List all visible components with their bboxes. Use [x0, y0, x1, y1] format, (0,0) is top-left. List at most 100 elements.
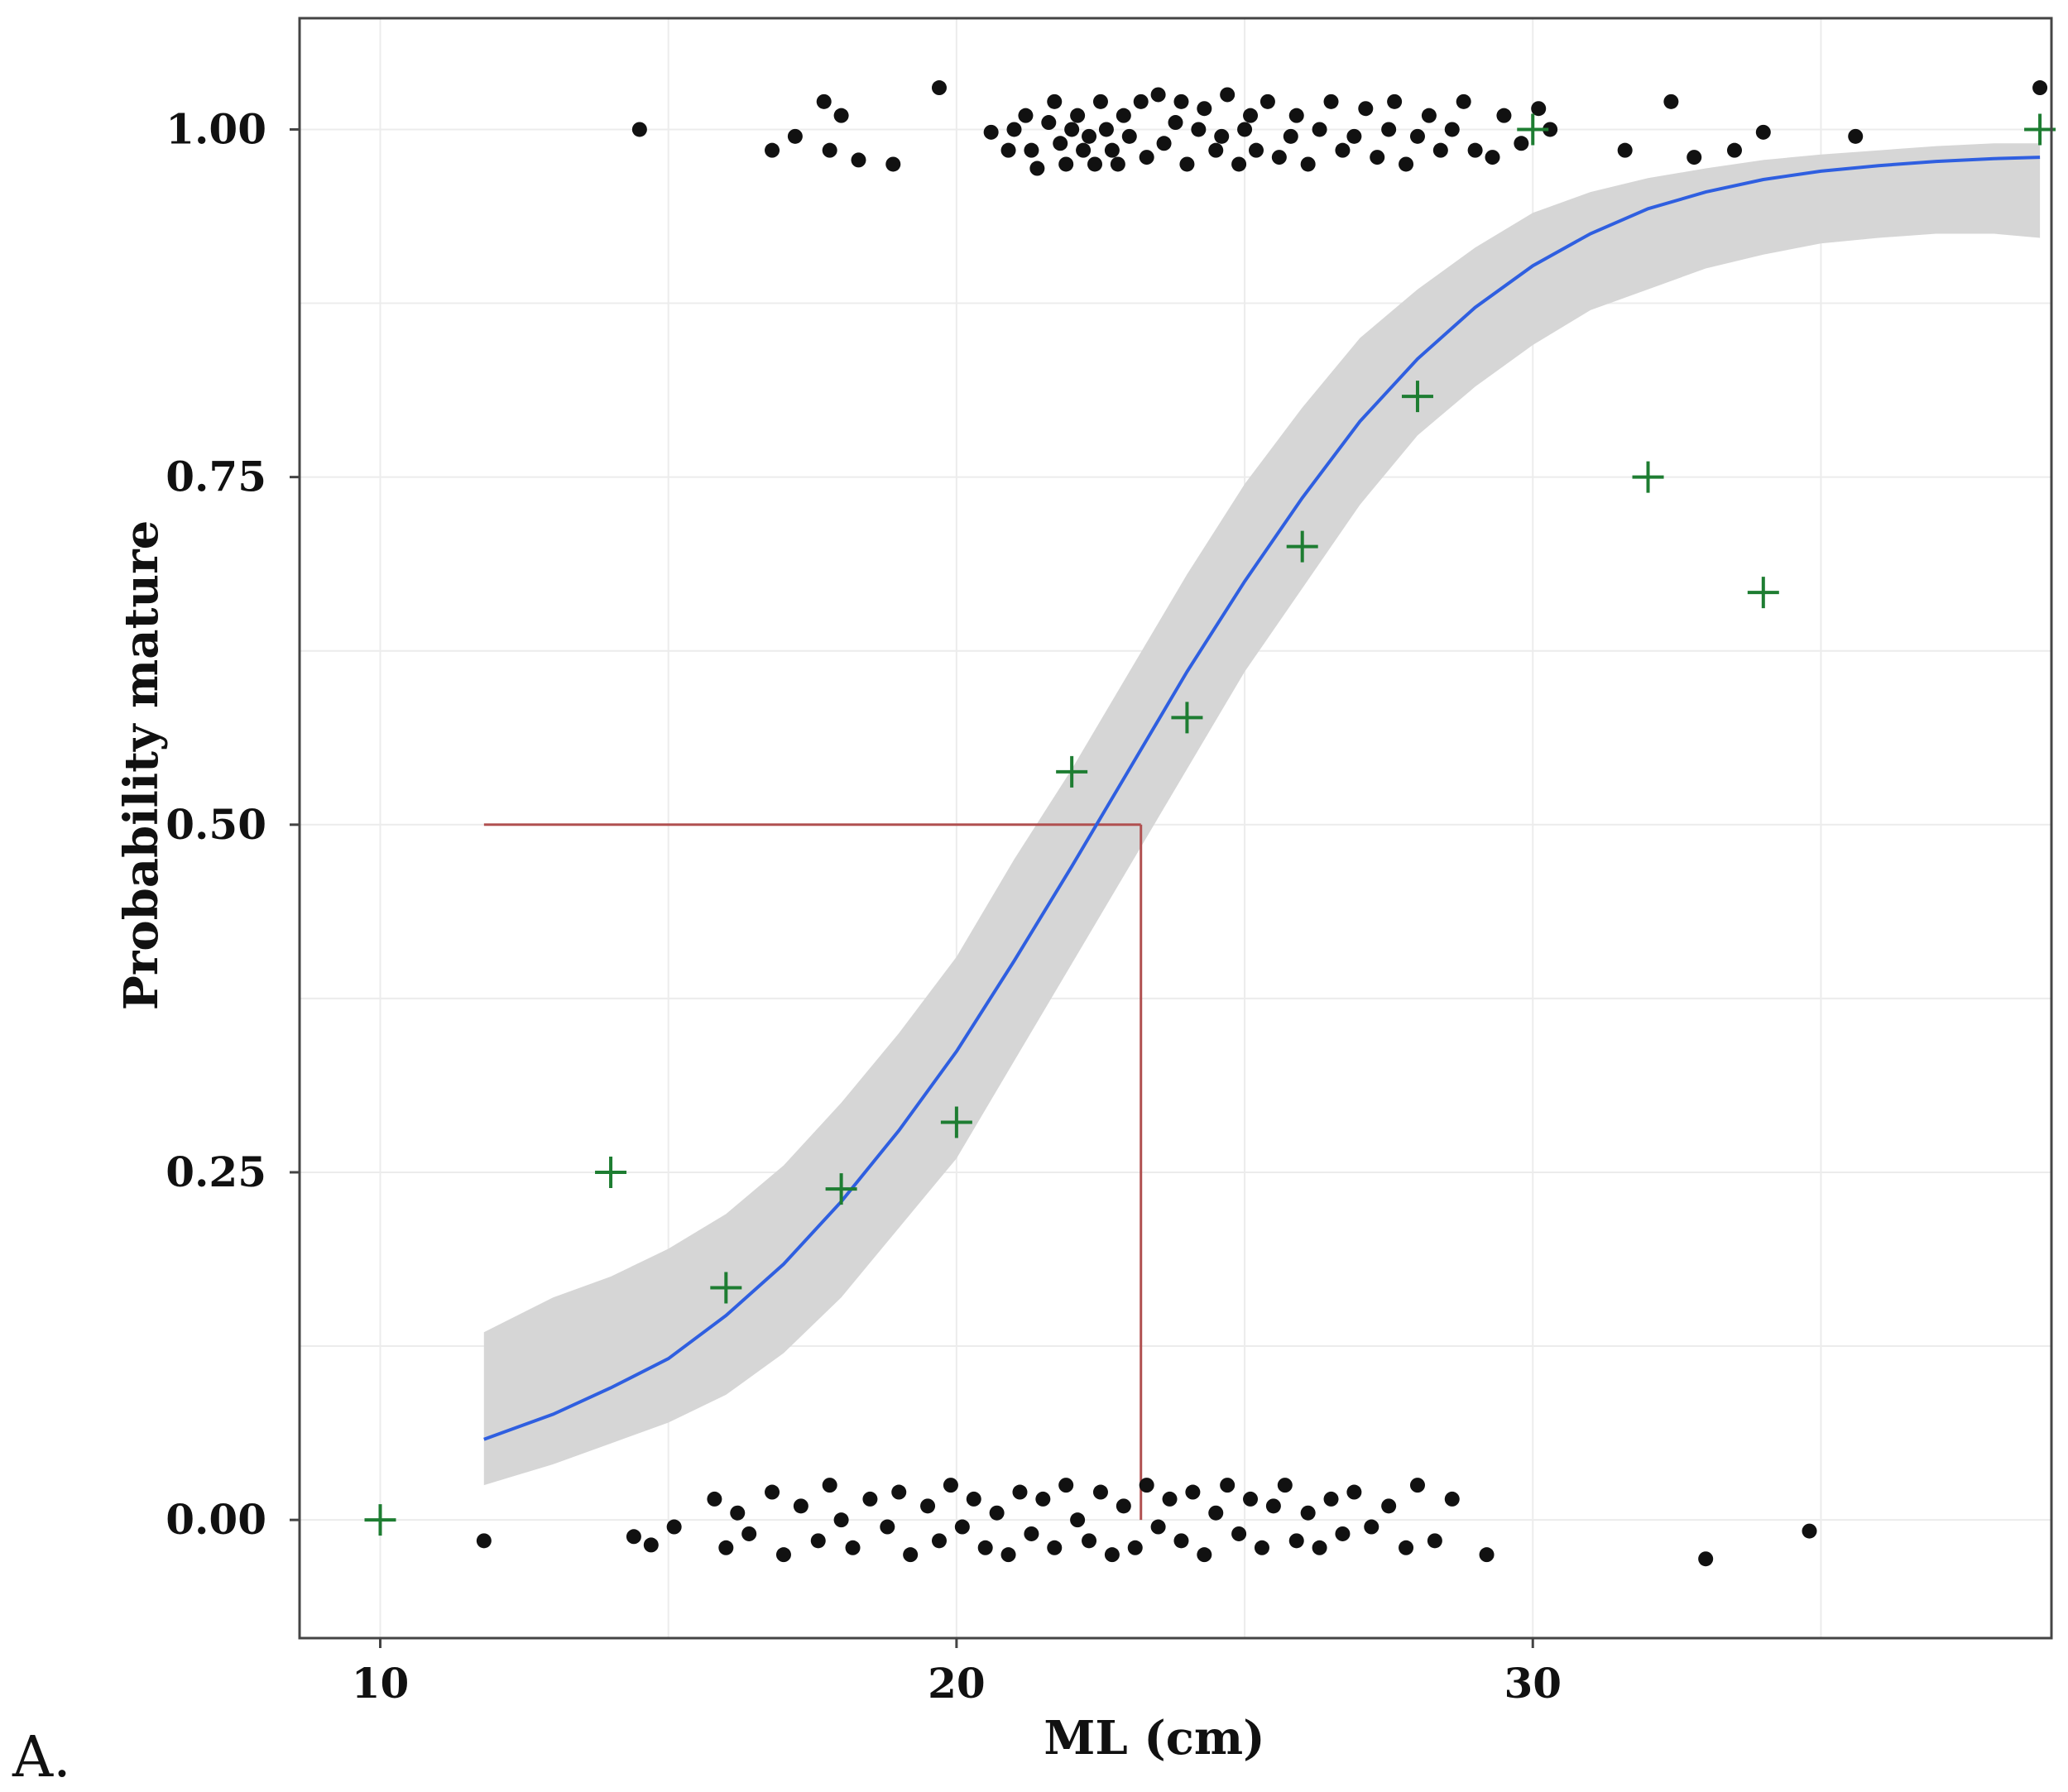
mature-point — [1726, 142, 1742, 158]
immature-point — [810, 1533, 826, 1549]
immature-point — [718, 1540, 734, 1555]
mature-point — [1323, 93, 1339, 109]
mature-point — [1098, 122, 1114, 137]
immature-point — [1312, 1540, 1327, 1555]
observed-proportions — [364, 113, 2056, 1536]
mature-point — [1053, 136, 1068, 151]
immature-point — [1000, 1547, 1016, 1563]
immature-point — [1162, 1491, 1178, 1507]
immature-point — [730, 1505, 746, 1521]
mature-point — [1381, 122, 1397, 137]
mature-point — [1006, 122, 1022, 137]
mature-point — [1133, 93, 1149, 109]
mature-point — [1358, 101, 1374, 117]
immature-point — [1047, 1540, 1063, 1555]
immature-point — [1197, 1547, 1212, 1563]
mature-point — [1485, 150, 1500, 165]
immature-point — [1346, 1484, 1362, 1500]
immature-point — [765, 1484, 780, 1500]
immature-point — [1139, 1478, 1154, 1493]
immature-point — [1698, 1551, 1714, 1567]
immature-point — [1427, 1533, 1442, 1549]
immature-point — [741, 1526, 757, 1541]
immature-point — [1265, 1498, 1281, 1514]
immature-point — [775, 1547, 791, 1563]
immature-point — [833, 1512, 849, 1528]
mature-point — [1029, 161, 1045, 176]
mature-point — [1514, 136, 1529, 151]
immature-point — [1231, 1526, 1247, 1541]
immature-point — [1444, 1491, 1460, 1507]
observed-proportion-marker — [595, 1156, 627, 1188]
immature-point — [1150, 1519, 1166, 1535]
mature-point — [2032, 80, 2048, 96]
mature-point — [1399, 156, 1414, 172]
mature-point — [1000, 142, 1016, 158]
immature-point — [1127, 1540, 1143, 1555]
observed-proportion-marker — [1056, 755, 1088, 788]
immature-point — [1058, 1478, 1074, 1493]
mature-point — [1755, 124, 1771, 140]
immature-point — [1399, 1540, 1414, 1555]
mature-point — [1346, 128, 1362, 144]
immature-point — [943, 1478, 958, 1493]
immature-point — [1277, 1478, 1293, 1493]
immature-point — [1082, 1533, 1097, 1549]
x-tick-label: 20 — [928, 1659, 986, 1708]
immature-point — [1381, 1498, 1397, 1514]
immature-point — [1070, 1512, 1086, 1528]
mature-point — [1076, 142, 1092, 158]
mature-point — [851, 152, 866, 168]
logistic-fit-line — [483, 156, 2041, 1441]
mature-point — [1104, 142, 1120, 158]
observed-proportion-marker — [1517, 113, 1549, 146]
mature-point — [1191, 122, 1207, 137]
immature-point — [1254, 1540, 1269, 1555]
mature-point — [787, 128, 803, 144]
observed-proportion-marker — [1632, 461, 1664, 493]
mature-point — [816, 93, 832, 109]
mature-points — [631, 80, 2048, 176]
mature-point — [1370, 150, 1385, 165]
y-tick-label: 0.75 — [166, 453, 266, 501]
mature-point — [1047, 93, 1063, 109]
panel-frame — [298, 17, 2053, 1640]
mature-point — [1179, 156, 1195, 172]
immature-point — [1092, 1484, 1108, 1500]
mature-point — [1496, 108, 1512, 123]
immature-point — [966, 1491, 981, 1507]
mature-point — [1041, 115, 1057, 131]
mature-point — [1531, 101, 1547, 117]
immature-point — [666, 1519, 682, 1535]
panel-label: A. — [12, 1725, 71, 1790]
x-axis-title: ML (cm) — [1044, 1711, 1264, 1766]
mature-point — [1335, 142, 1351, 158]
immature-point — [643, 1537, 659, 1553]
mature-point — [1214, 128, 1230, 144]
immature-point — [1035, 1491, 1051, 1507]
mature-point — [1116, 108, 1131, 123]
mature-point — [1409, 128, 1425, 144]
observed-proportion-marker — [1286, 530, 1318, 563]
mature-point — [1543, 122, 1558, 137]
immature-point — [793, 1498, 808, 1514]
observed-proportion-marker — [825, 1173, 857, 1205]
mature-point — [885, 156, 901, 172]
immature-point — [1288, 1533, 1304, 1549]
mature-point — [1617, 142, 1633, 158]
immature-point — [1243, 1491, 1259, 1507]
immature-point — [845, 1540, 861, 1555]
mature-point — [631, 122, 647, 137]
l50-lines — [483, 823, 1143, 1521]
y-tick-label: 0.50 — [166, 800, 266, 849]
mature-point — [1139, 150, 1154, 165]
mature-point — [1663, 93, 1679, 109]
observed-proportion-marker — [940, 1106, 972, 1138]
mature-point — [1456, 93, 1471, 109]
mature-point — [1150, 87, 1166, 103]
immature-point — [989, 1505, 1005, 1521]
mature-point — [833, 108, 849, 123]
mature-point — [1121, 128, 1137, 144]
mature-point — [765, 142, 780, 158]
mature-point — [1387, 93, 1403, 109]
